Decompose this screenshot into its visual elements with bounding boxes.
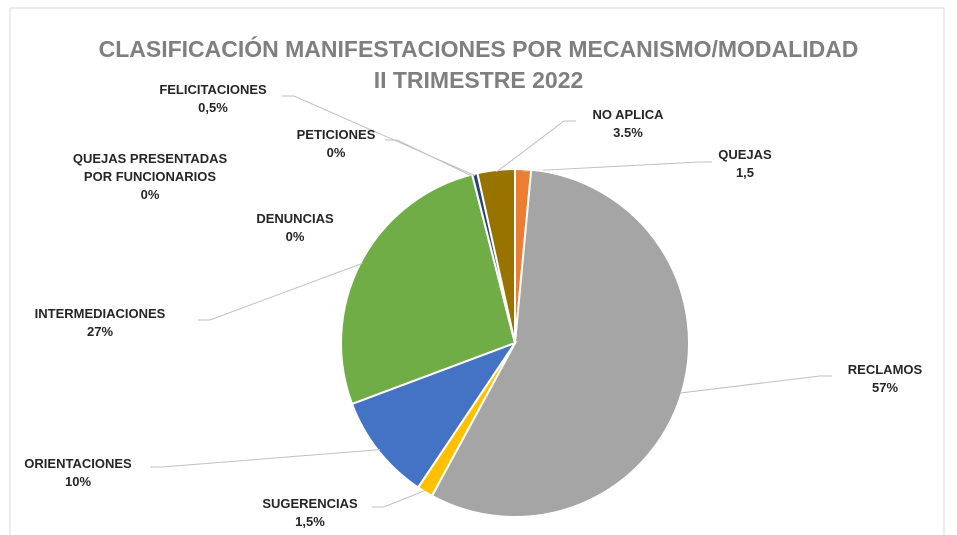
label-value: 57% — [871, 380, 899, 395]
label-value: 3.5% — [613, 125, 643, 140]
pie-slice — [350, 340, 518, 489]
data-label: QUEJAS PRESENTADAS POR FUNCIONARIOS 0% — [65, 150, 235, 204]
label-value: 27% — [86, 324, 114, 339]
data-label: NO APLICA 3.5% — [573, 106, 683, 142]
label-name: SUGERENCIAS — [262, 496, 358, 511]
data-label: FELICITACIONES 0,5% — [143, 81, 283, 117]
leader-line — [496, 120, 576, 173]
leader-line — [150, 449, 381, 468]
leader-line — [385, 139, 473, 177]
label-name: QUEJAS — [718, 147, 772, 162]
label-name: RECLAMOS — [847, 362, 923, 377]
leader-line — [282, 95, 476, 177]
label-name: ORIENTACIONES — [24, 456, 132, 471]
label-name: INTERMEDIACIONES — [34, 306, 166, 321]
data-label: RECLAMOS 57% — [830, 361, 940, 397]
label-name: QUEJAS PRESENTADAS POR FUNCIONARIOS — [72, 151, 228, 184]
data-label: QUEJAS 1,5 — [705, 146, 785, 182]
data-label: PETICIONES 0% — [281, 126, 391, 162]
label-value: 1,5 — [735, 165, 755, 180]
pie-slice — [476, 167, 516, 344]
label-value: 0% — [326, 145, 346, 160]
data-label: SUGERENCIAS 1,5% — [250, 495, 370, 531]
leader-line — [372, 489, 427, 508]
leader-line — [679, 375, 832, 394]
data-label: INTERMEDIACIONES 27% — [10, 305, 190, 341]
data-label: ORIENTACIONES 10% — [8, 455, 148, 491]
leader-line — [522, 161, 712, 172]
label-name: PETICIONES — [296, 127, 376, 142]
label-value: 0% — [140, 187, 160, 202]
label-value: 0% — [285, 229, 305, 244]
pie-slice — [340, 173, 517, 406]
label-name: DENUNCIAS — [256, 211, 334, 226]
chart-subtitle: II TRIMESTRE 2022 — [373, 67, 584, 93]
label-value: 1,5% — [295, 514, 325, 529]
pie-slice — [430, 168, 690, 518]
frame — [9, 7, 945, 535]
label-name: FELICITACIONES — [159, 82, 267, 97]
label-value: 10% — [64, 474, 92, 489]
label-value: 0,5% — [198, 100, 228, 115]
label-name: NO APLICA — [592, 107, 664, 122]
chart-title: CLASIFICACIÓN MANIFESTACIONES POR MECANI… — [98, 36, 859, 62]
leader-line — [198, 262, 363, 321]
data-label: DENUNCIAS 0% — [240, 210, 350, 246]
